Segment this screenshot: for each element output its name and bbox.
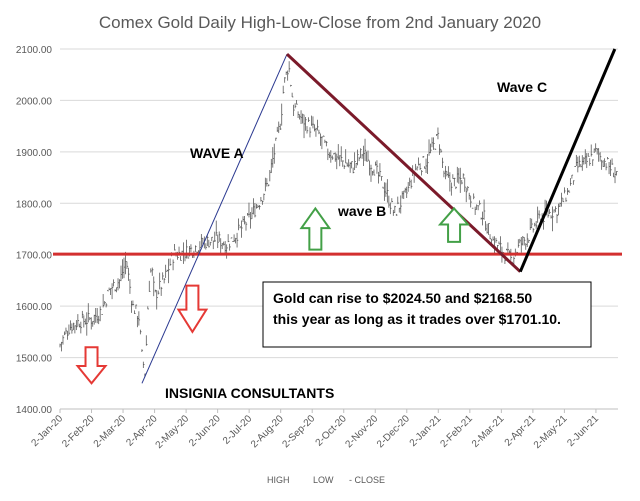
y-tick-label: 1700.00: [16, 251, 53, 262]
y-tick-label: 2100.00: [16, 45, 53, 56]
branding-label: INSIGNIA CONSULTANTS: [165, 385, 334, 401]
green-up-arrow-2: [437, 206, 471, 243]
y-tick-label: 1400.00: [16, 405, 53, 416]
legend-high: HIGH: [267, 475, 290, 485]
y-tick-label: 1900.00: [16, 148, 53, 159]
legend-close: - CLOSE: [349, 475, 385, 485]
y-axis-ticks: 2100.00 2000.00 1900.00 1800.00 1700.00 1600.…: [16, 45, 53, 416]
chart-title: Comex Gold Daily High-Low-Close from 2nd…: [99, 13, 541, 32]
legend-low: LOW: [313, 475, 334, 485]
green-up-arrow-1: [299, 206, 332, 251]
wave-c-trendline: [518, 48, 617, 273]
message-line-1: Gold can rise to $2024.50 and $2168.50: [273, 290, 532, 306]
wave-a-label: WAVE A: [190, 145, 244, 161]
message-box: [262, 281, 592, 348]
legend: HIGH LOW - CLOSE: [267, 475, 385, 485]
arrow-markers: [75, 206, 471, 385]
red-down-arrow-1: [75, 346, 108, 385]
message-line-2: this year as long as it trades over $170…: [273, 311, 561, 327]
y-tick-label: 1500.00: [16, 354, 53, 365]
wave-b-label: wave B: [337, 203, 386, 219]
y-tick-label: 1600.00: [16, 302, 53, 313]
y-tick-label: 2000.00: [16, 96, 53, 107]
red-down-arrow-2: [176, 284, 209, 334]
downtrend-line: [285, 53, 522, 273]
wave-c-label: Wave C: [497, 79, 547, 95]
wave-a-trendline: [141, 53, 288, 384]
y-tick-label: 1800.00: [16, 199, 53, 210]
